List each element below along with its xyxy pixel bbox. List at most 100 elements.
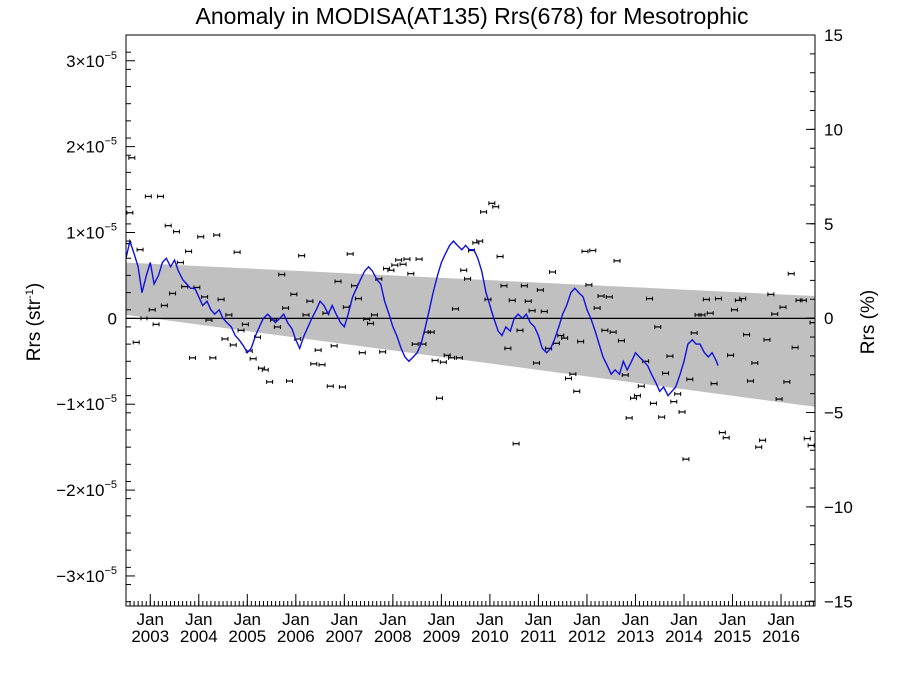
data-point [431,358,439,363]
left-tick-exponent: −5 [104,479,117,491]
smoothed-line [126,238,719,397]
x-tick-year: 2005 [228,627,266,646]
data-point [399,262,407,267]
data-point [743,332,751,337]
left-tick-label: 0 [108,309,117,328]
x-tick-month: Jan [670,610,697,629]
data-point [561,336,569,341]
data-point [504,346,512,351]
data-point [448,355,456,360]
data-point [229,342,237,347]
data-point [363,317,371,322]
data-point [528,308,536,313]
axes-layer: 3×10−52×10−51×10−50−1×10−5−2×10−5−3×10−5… [56,26,853,646]
data-point [710,381,718,386]
x-tick-year: 2003 [131,627,169,646]
data-point [185,249,193,254]
left-tick-exponent: −5 [104,565,117,577]
data-point [730,307,738,312]
left-tick-mantissa: 2×10 [66,138,104,157]
data-point [205,318,213,323]
data-point [718,430,726,435]
data-point [266,379,274,384]
data-point [464,276,472,281]
data-point [302,312,310,317]
left-tick-label: 1×10−5 [66,221,117,242]
data-point [799,298,807,303]
data-point [601,328,609,333]
data-point [767,292,775,297]
data-point [637,384,645,389]
data-point [803,436,811,441]
data-point [306,299,314,304]
data-point [565,376,573,381]
x-tick-year: 2012 [568,627,606,646]
data-point [540,309,548,314]
data-point [201,294,209,299]
right-tick-label: −10 [824,498,853,517]
x-tick-year: 2013 [617,627,655,646]
data-point [330,343,338,348]
data-point [290,292,298,297]
data-point [249,356,257,361]
data-point [326,384,334,389]
data-point [480,209,488,214]
left-tick-exponent: −5 [104,393,117,405]
data-point [670,399,678,404]
data-point [807,443,815,448]
data-point [597,294,605,299]
x-tick-month: Jan [622,610,649,629]
data-point [233,250,241,255]
data-point [411,342,419,347]
data-point [690,330,698,335]
left-tick-mantissa: 3×10 [66,52,104,71]
data-point [217,297,225,302]
data-point [367,321,375,326]
x-tick-month: Jan [525,610,552,629]
data-point [646,296,654,301]
left-axis-label-sup: -1 [24,289,36,299]
left-tick-mantissa: 0 [108,309,117,328]
left-tick-exponent: −5 [104,136,117,148]
data-point [318,362,326,367]
x-tick-month: Jan [282,610,309,629]
data-point [589,248,597,253]
data-point [144,194,152,199]
data-point [273,324,281,329]
data-point [662,371,670,376]
data-point [573,389,581,394]
data-point [132,340,140,345]
data-point [407,271,415,276]
plot-area [126,155,815,462]
data-point [188,355,196,360]
data-point [314,348,322,353]
left-axis-label-text: Rrs (str [24,298,45,361]
data-point [427,330,435,335]
data-point [759,438,767,443]
data-point [140,316,148,321]
left-axis-label: Rrs (str-1) [24,283,45,361]
data-point [617,338,625,343]
data-point [310,361,318,366]
data-point [649,401,657,406]
x-tick-month: Jan [767,610,794,629]
x-tick-month: Jan [137,610,164,629]
left-tick-mantissa: −2×10 [56,481,104,500]
x-tick-month: Jan [379,610,406,629]
data-point [593,306,601,311]
data-point [581,249,589,254]
data-point [152,322,160,327]
left-tick-exponent: −5 [104,221,117,233]
x-tick-year: 2014 [665,627,703,646]
data-point [370,312,378,317]
data-point [633,393,641,398]
data-point [241,322,249,327]
data-point [346,251,354,256]
data-point [791,345,799,350]
data-point [451,306,459,311]
data-point [237,328,245,333]
data-point [169,291,177,296]
plot-frame [125,34,816,607]
data-point [621,373,629,378]
